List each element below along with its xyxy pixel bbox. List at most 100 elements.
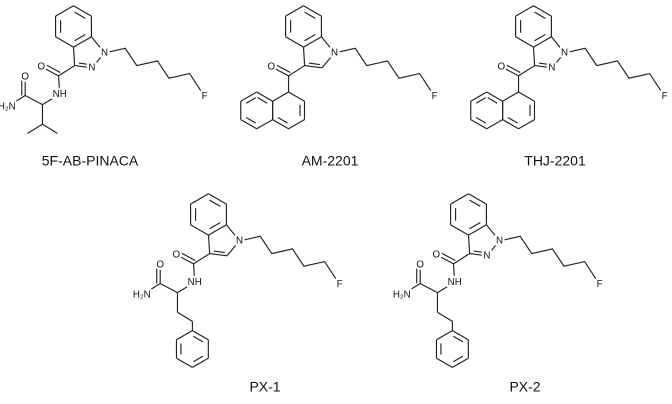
bond: [452, 357, 469, 368]
bond: [190, 193, 209, 205]
bond: [486, 240, 500, 257]
bond: [475, 97, 487, 104]
bond: [272, 91, 289, 102]
bond: [6, 94, 26, 108]
atom-label: N: [483, 250, 490, 261]
bond: [24, 94, 43, 106]
molecule: N O NH O H₂N F: [131, 193, 345, 368]
bond: [245, 117, 257, 124]
atom-label: N: [548, 62, 555, 73]
bond: [551, 52, 565, 69]
bond: [192, 357, 209, 368]
bond: [534, 64, 552, 69]
bond: [208, 224, 227, 236]
bond: [470, 91, 487, 102]
bond: [42, 62, 61, 73]
bond: [193, 335, 204, 343]
bond: [515, 5, 534, 17]
molecule: N O F: [240, 5, 440, 130]
atom-label: O: [416, 260, 424, 271]
bond: [437, 250, 456, 261]
bond: [257, 97, 268, 104]
bond: [141, 282, 161, 296]
bond: [468, 224, 487, 236]
bond: [533, 5, 552, 17]
bond: [321, 52, 335, 69]
bond: [303, 36, 322, 48]
bond: [468, 193, 487, 205]
bond: [453, 355, 464, 363]
atom-label: O: [267, 61, 275, 72]
bond: [486, 119, 503, 130]
atom-label: O: [156, 260, 164, 271]
bond: [436, 254, 454, 265]
bond: [74, 11, 86, 19]
compound-name: 5F-AB-PINACA: [42, 153, 139, 169]
atom-label: F: [337, 279, 343, 290]
bond: [190, 224, 209, 236]
bond: [213, 250, 225, 254]
bond: [58, 65, 75, 77]
bond: [271, 66, 289, 77]
bond: [419, 282, 438, 294]
bond: [302, 47, 306, 66]
bond: [452, 330, 469, 341]
atom-label: N: [88, 62, 95, 73]
bond: [193, 253, 210, 265]
bond: [272, 119, 289, 130]
bond: [304, 64, 322, 69]
bond: [74, 34, 86, 42]
atom-label: NH: [53, 89, 67, 100]
bond: [91, 52, 105, 69]
bond: [42, 93, 60, 106]
bond: [159, 282, 178, 294]
bond: [452, 263, 456, 283]
compound-name: AM-2201: [302, 153, 359, 169]
atom-label: O: [21, 72, 29, 83]
bond: [502, 119, 519, 130]
atom-label: NH: [188, 277, 202, 288]
bond: [209, 222, 221, 230]
bond: [177, 250, 196, 261]
atom-label: O: [172, 249, 180, 260]
bond: [469, 252, 487, 257]
bond: [532, 47, 536, 66]
bond: [534, 11, 546, 19]
bond: [450, 193, 469, 205]
bond: [502, 91, 519, 102]
bond: [90, 36, 105, 54]
pentyl-chain: [499, 235, 601, 285]
atom-label: F: [202, 91, 208, 102]
bond: [285, 36, 304, 48]
atom-label: N: [236, 235, 243, 246]
bond: [320, 36, 335, 54]
atom-label: H₂N: [0, 102, 16, 113]
molecule: NN O NH O H₂N F: [0, 5, 210, 134]
bond: [74, 64, 92, 69]
bond: [436, 357, 453, 368]
bond: [73, 5, 92, 17]
bond: [207, 235, 211, 254]
bond: [209, 252, 227, 257]
bond: [288, 91, 305, 102]
bond: [272, 62, 291, 73]
compound-name: THJ-2201: [524, 153, 586, 169]
bond: [470, 119, 487, 130]
bond: [57, 75, 61, 95]
atom-label: N: [496, 235, 503, 246]
bond: [176, 357, 193, 368]
atom-label: O: [432, 249, 440, 260]
bond: [550, 36, 565, 54]
bond: [485, 224, 500, 242]
bond: [518, 91, 535, 102]
bond: [453, 335, 464, 343]
bond: [473, 250, 485, 254]
bond: [518, 119, 535, 130]
bond: [208, 193, 227, 205]
compound-name: PX-1: [249, 379, 280, 395]
bond: [73, 36, 92, 48]
bond: [538, 62, 550, 66]
bond: [308, 62, 320, 66]
bond: [401, 282, 421, 296]
